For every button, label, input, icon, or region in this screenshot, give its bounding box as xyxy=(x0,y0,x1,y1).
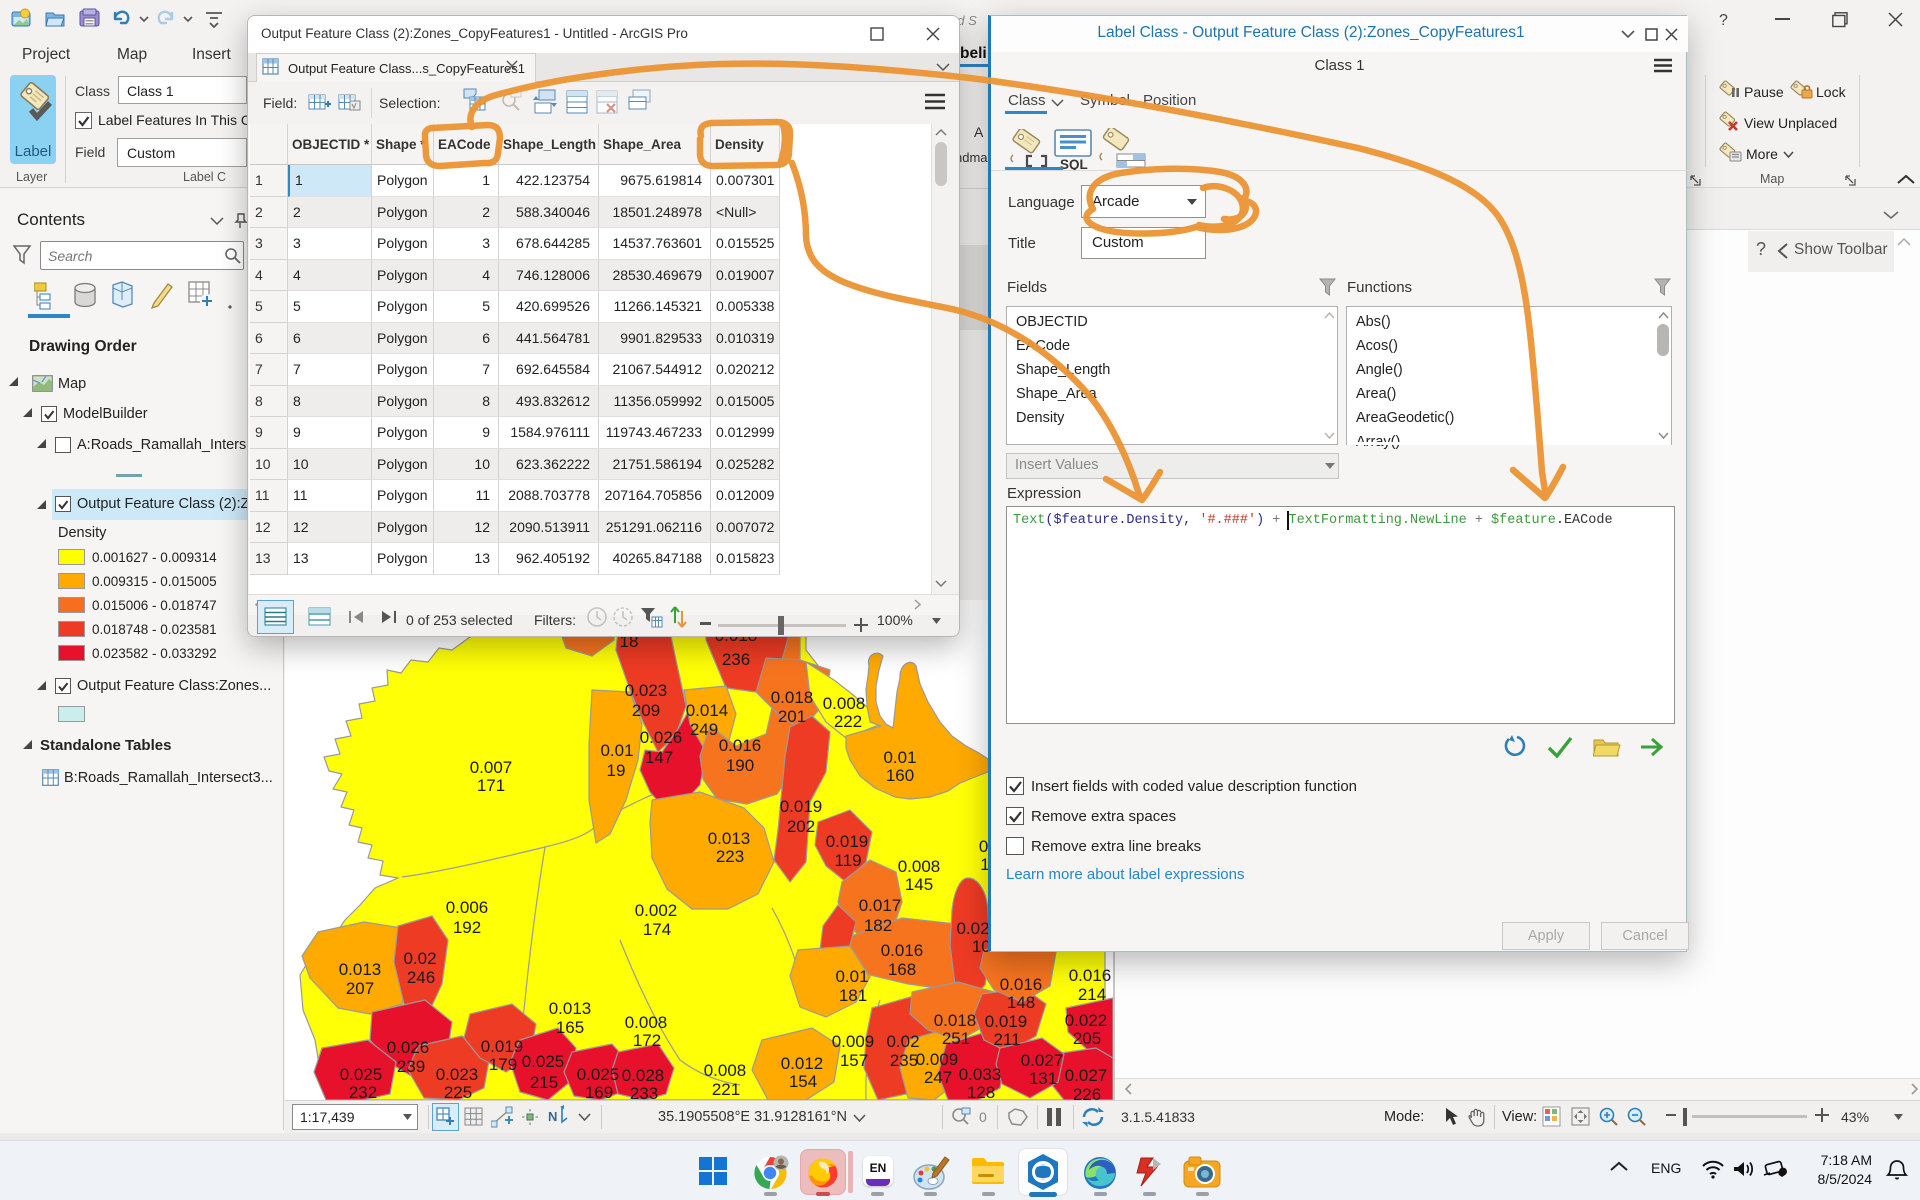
svg-text:0.002: 0.002 xyxy=(635,901,678,920)
svg-text:0.02: 0.02 xyxy=(403,949,436,968)
svg-text:239: 239 xyxy=(397,1057,425,1076)
svg-text:0.01: 0.01 xyxy=(883,748,916,767)
svg-text:209: 209 xyxy=(632,701,660,720)
svg-text:0.019: 0.019 xyxy=(481,1037,524,1056)
svg-text:0.018: 0.018 xyxy=(771,688,814,707)
svg-text:119: 119 xyxy=(834,851,861,870)
svg-text:174: 174 xyxy=(643,920,671,939)
svg-text:165: 165 xyxy=(556,1018,584,1037)
svg-text:0.01: 0.01 xyxy=(835,967,868,986)
svg-text:131: 131 xyxy=(1029,1069,1057,1088)
svg-text:233: 233 xyxy=(630,1084,658,1100)
svg-text:0.025: 0.025 xyxy=(577,1065,620,1084)
svg-text:235: 235 xyxy=(890,1051,918,1070)
svg-text:0.012: 0.012 xyxy=(781,1054,824,1073)
svg-text:246: 246 xyxy=(407,968,435,987)
svg-text:0.006: 0.006 xyxy=(446,898,489,917)
svg-text:192: 192 xyxy=(453,918,481,937)
svg-text:0.019: 0.019 xyxy=(780,797,823,816)
svg-text:201: 201 xyxy=(778,707,806,726)
svg-text:171: 171 xyxy=(477,776,505,795)
svg-text:0.019: 0.019 xyxy=(826,832,869,851)
svg-text:0.02: 0.02 xyxy=(886,1032,919,1051)
svg-text:0.016: 0.016 xyxy=(719,736,762,755)
svg-text:0.028: 0.028 xyxy=(622,1066,665,1085)
svg-text:211: 211 xyxy=(993,1030,1020,1049)
svg-text:169: 169 xyxy=(585,1083,613,1100)
svg-text:232: 232 xyxy=(349,1083,377,1100)
svg-text:N: N xyxy=(548,1109,557,1124)
svg-text:147: 147 xyxy=(645,748,673,767)
svg-text:0.019: 0.019 xyxy=(985,1012,1028,1031)
svg-text:214: 214 xyxy=(1078,985,1106,1004)
svg-text:0.008: 0.008 xyxy=(898,857,941,876)
svg-text:182: 182 xyxy=(864,916,892,935)
svg-text:205: 205 xyxy=(1073,1029,1101,1048)
svg-text:128: 128 xyxy=(967,1083,995,1100)
svg-text:0.025: 0.025 xyxy=(340,1065,383,1084)
svg-text:0.033: 0.033 xyxy=(959,1065,1002,1084)
svg-text:251: 251 xyxy=(942,1029,970,1048)
svg-text:160: 160 xyxy=(886,766,914,785)
svg-text:0.022: 0.022 xyxy=(1065,1011,1108,1030)
svg-text:225: 225 xyxy=(444,1083,472,1100)
svg-text:0.008: 0.008 xyxy=(625,1013,668,1032)
svg-text:1: 1 xyxy=(980,855,989,874)
svg-text:0.023: 0.023 xyxy=(436,1065,479,1084)
svg-text:0.016: 0.016 xyxy=(1000,975,1043,994)
svg-text:202: 202 xyxy=(787,817,815,836)
svg-text:0.013: 0.013 xyxy=(549,999,592,1018)
svg-text:0.008: 0.008 xyxy=(823,694,866,713)
svg-text:0.01: 0.01 xyxy=(600,741,633,760)
svg-text:0.013: 0.013 xyxy=(339,960,382,979)
svg-text:221: 221 xyxy=(712,1080,740,1099)
svg-text:0.026: 0.026 xyxy=(387,1038,430,1057)
svg-text:247: 247 xyxy=(924,1068,952,1087)
svg-text:0.009: 0.009 xyxy=(916,1050,959,1069)
svg-text:148: 148 xyxy=(1007,993,1035,1012)
svg-text:0.016: 0.016 xyxy=(1069,966,1112,985)
svg-text:0.018: 0.018 xyxy=(934,1011,977,1030)
svg-text:207: 207 xyxy=(346,979,374,998)
svg-text:0.014: 0.014 xyxy=(686,701,729,720)
svg-text:0.023: 0.023 xyxy=(625,681,668,700)
svg-text:154: 154 xyxy=(789,1072,817,1091)
svg-text:236: 236 xyxy=(722,650,750,669)
svg-text:190: 190 xyxy=(726,756,754,775)
svg-text:215: 215 xyxy=(530,1073,558,1092)
svg-text:0.026: 0.026 xyxy=(640,728,683,747)
svg-text:168: 168 xyxy=(888,960,916,979)
svg-text:226: 226 xyxy=(1073,1085,1101,1100)
svg-text:0.02: 0.02 xyxy=(956,919,989,938)
svg-text:181: 181 xyxy=(839,986,867,1005)
svg-text:0.016: 0.016 xyxy=(881,941,924,960)
svg-text:179: 179 xyxy=(489,1055,517,1074)
svg-text:145: 145 xyxy=(905,875,933,894)
svg-text:0.009: 0.009 xyxy=(832,1032,875,1051)
svg-text:0.027: 0.027 xyxy=(1021,1051,1064,1070)
svg-text:0.007: 0.007 xyxy=(470,758,513,777)
svg-text:0.025: 0.025 xyxy=(522,1052,565,1071)
svg-text:0.008: 0.008 xyxy=(704,1061,747,1080)
svg-text:172: 172 xyxy=(633,1031,661,1050)
svg-text:249: 249 xyxy=(690,720,718,739)
svg-text:19: 19 xyxy=(607,761,626,780)
svg-text:222: 222 xyxy=(834,712,862,731)
svg-text:0.013: 0.013 xyxy=(708,829,751,848)
svg-text:223: 223 xyxy=(716,847,744,866)
svg-text:157: 157 xyxy=(840,1051,868,1070)
svg-text:0.027: 0.027 xyxy=(1065,1066,1108,1085)
svg-text:SQL: SQL xyxy=(1060,157,1088,170)
svg-text:0.017: 0.017 xyxy=(859,896,902,915)
